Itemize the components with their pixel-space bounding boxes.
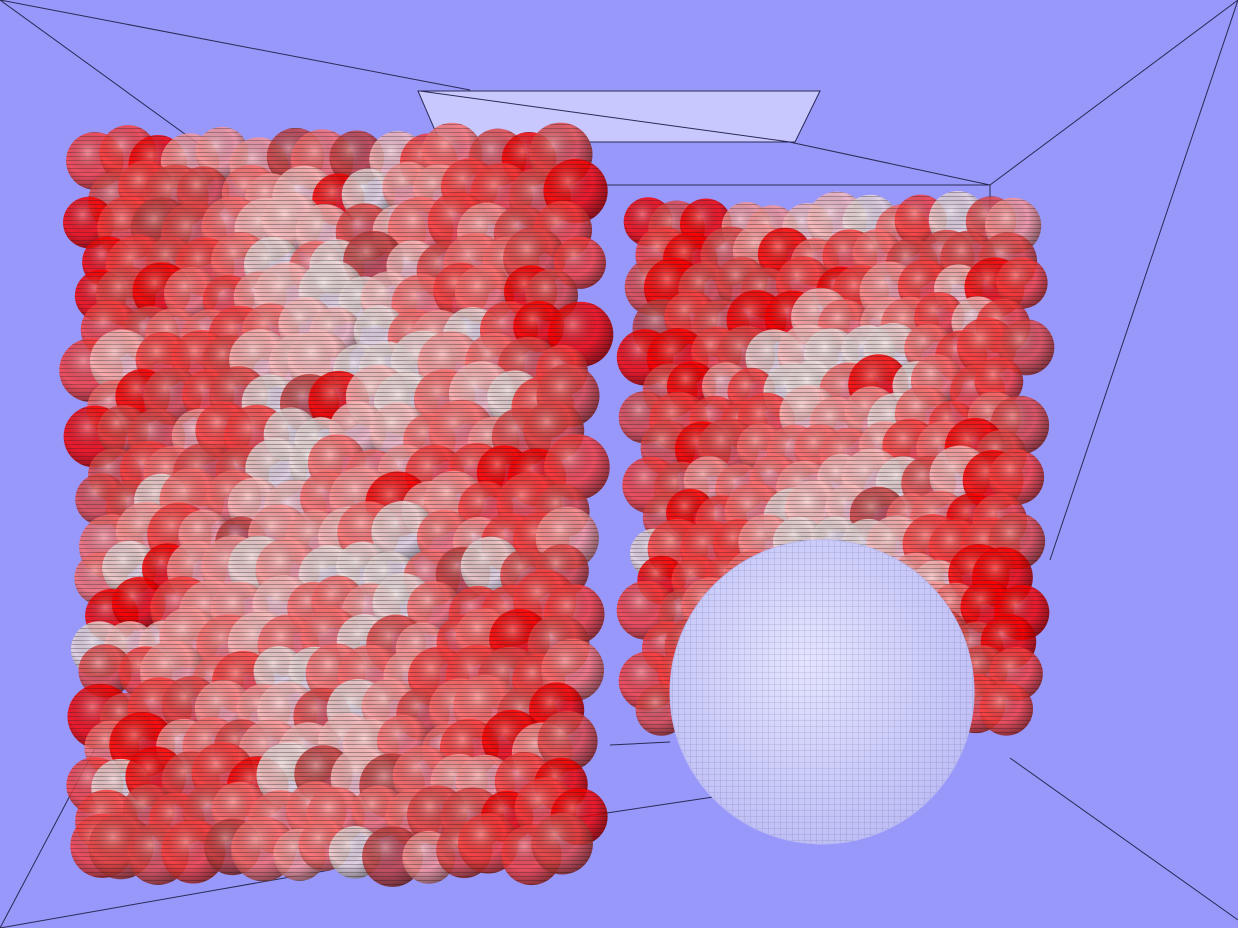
particle-shade (996, 257, 1048, 309)
particle-shade (531, 812, 593, 875)
particle-shade (78, 644, 132, 698)
particle-shade (537, 711, 598, 771)
particle-shade (988, 449, 1045, 505)
particle-shade (979, 682, 1033, 736)
ceiling-light-edge (419, 90, 791, 143)
left-particle-cluster (59, 122, 614, 887)
wireframe-sphere (669, 539, 975, 845)
ceiling-light-panel (417, 90, 821, 143)
particle-shade (544, 434, 610, 500)
particle-shade (371, 501, 434, 564)
